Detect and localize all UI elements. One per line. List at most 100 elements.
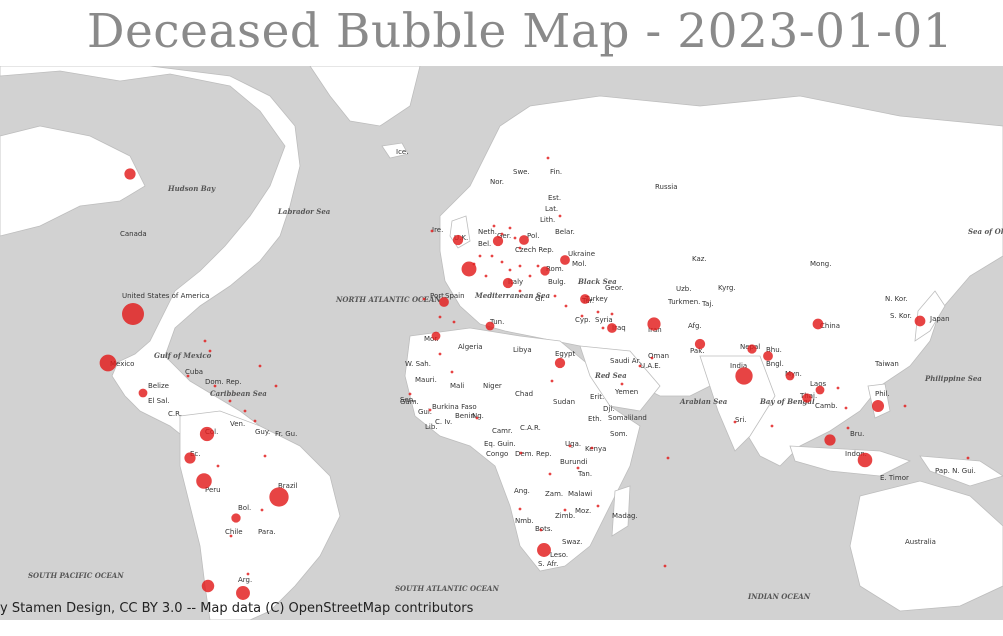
bubble-small[interactable] — [733, 420, 737, 424]
bubble-small[interactable] — [550, 379, 554, 383]
bubble-small[interactable] — [490, 254, 494, 258]
bubble-small[interactable] — [478, 254, 482, 258]
bubble-small[interactable] — [548, 472, 552, 476]
bubble-small[interactable] — [966, 456, 970, 460]
bubble-small[interactable] — [500, 232, 504, 236]
bubble-germany[interactable] — [492, 235, 504, 247]
bubble-small[interactable] — [203, 339, 207, 343]
bubble-chile[interactable] — [201, 579, 215, 593]
bubble-small[interactable] — [408, 392, 412, 396]
bubble-brazil[interactable] — [269, 487, 289, 507]
bubble-small[interactable] — [186, 374, 190, 378]
bubble-small[interactable] — [452, 320, 456, 324]
bubble-thailand[interactable] — [802, 393, 812, 403]
bubble-small[interactable] — [274, 384, 278, 388]
bubble-small[interactable] — [596, 504, 600, 508]
bubble-small[interactable] — [246, 572, 250, 576]
bubble-bangladesh[interactable] — [763, 351, 773, 361]
bubble-indonesia[interactable] — [857, 452, 873, 468]
bubble-small[interactable] — [836, 386, 840, 390]
bubble-small[interactable] — [422, 297, 426, 301]
bubble-small[interactable] — [484, 274, 488, 278]
bubble-morocco[interactable] — [431, 331, 441, 341]
bubble-small[interactable] — [263, 454, 267, 458]
bubble-small[interactable] — [492, 224, 496, 228]
bubble-iraq[interactable] — [607, 323, 617, 333]
bubble-small[interactable] — [213, 384, 217, 388]
bubble-colombia[interactable] — [199, 426, 215, 442]
bubble-malaysia[interactable] — [824, 434, 836, 446]
bubble-small[interactable] — [253, 419, 257, 423]
bubble-small[interactable] — [518, 264, 522, 268]
bubble-tunisia[interactable] — [485, 321, 495, 331]
bubble-small[interactable] — [528, 274, 532, 278]
bubble-guatemala[interactable] — [138, 388, 148, 398]
bubble-small[interactable] — [844, 406, 848, 410]
bubble-small[interactable] — [568, 444, 572, 448]
bubble-poland[interactable] — [519, 235, 529, 245]
bubble-bolivia[interactable] — [231, 513, 241, 523]
bubble-small[interactable] — [260, 508, 264, 512]
bubble-small[interactable] — [508, 268, 512, 272]
bubble-argentina[interactable] — [236, 586, 250, 600]
bubble-small[interactable] — [610, 312, 614, 316]
bubble-small[interactable] — [563, 508, 567, 512]
bubble-small[interactable] — [438, 352, 442, 356]
bubble-small[interactable] — [601, 326, 605, 330]
bubble-small[interactable] — [472, 262, 476, 266]
world-map[interactable]: Hudson Bay Labrador Sea NORTH ATLANTIC OCE… — [0, 66, 1003, 620]
bubble-small[interactable] — [208, 349, 212, 353]
bubble-small[interactable] — [620, 382, 624, 386]
bubble-small[interactable] — [558, 214, 562, 218]
bubble-small[interactable] — [513, 236, 517, 240]
bubble-china[interactable] — [812, 318, 824, 330]
bubble-mexico[interactable] — [99, 354, 117, 372]
bubble-myanmar[interactable] — [785, 371, 795, 381]
bubble-small[interactable] — [590, 446, 594, 450]
bubble-small[interactable] — [216, 464, 220, 468]
bubble-small[interactable] — [596, 310, 600, 314]
bubble-turkey[interactable] — [580, 294, 590, 304]
bubble-small[interactable] — [229, 534, 233, 538]
bubble-united-states-of-america[interactable] — [122, 303, 144, 325]
bubble-small[interactable] — [475, 416, 479, 420]
bubble-small[interactable] — [508, 226, 512, 230]
bubble-small[interactable] — [500, 260, 504, 264]
bubble-small[interactable] — [546, 156, 550, 160]
bubble-ukraine[interactable] — [560, 255, 570, 265]
bubble-small[interactable] — [650, 356, 654, 360]
bubble-ecuador[interactable] — [184, 452, 196, 464]
bubble-romania[interactable] — [540, 266, 550, 276]
bubble-small[interactable] — [258, 364, 262, 368]
bubble-small[interactable] — [243, 409, 247, 413]
bubble-small[interactable] — [553, 294, 557, 298]
bubble-small[interactable] — [638, 364, 642, 368]
bubble-peru[interactable] — [196, 473, 212, 489]
bubble-small[interactable] — [536, 264, 540, 268]
bubble-small[interactable] — [666, 456, 670, 460]
bubble-japan[interactable] — [914, 315, 926, 327]
bubble-small[interactable] — [518, 289, 522, 293]
bubble-small[interactable] — [576, 466, 580, 470]
bubble-small[interactable] — [770, 424, 774, 428]
bubble-small[interactable] — [518, 507, 522, 511]
bubble-small[interactable] — [564, 304, 568, 308]
bubble-egypt[interactable] — [554, 357, 566, 369]
bubble-small[interactable] — [430, 229, 434, 233]
bubble-iran[interactable] — [647, 317, 661, 331]
bubble-small[interactable] — [519, 451, 523, 455]
bubble-india[interactable] — [735, 367, 753, 385]
bubble-small[interactable] — [539, 528, 543, 532]
bubble-small[interactable] — [518, 246, 522, 250]
bubble-vietnam[interactable] — [815, 385, 825, 395]
bubble-italy[interactable] — [502, 277, 514, 289]
bubble-small[interactable] — [663, 564, 667, 568]
bubble-small[interactable] — [580, 314, 584, 318]
bubble-small[interactable] — [450, 370, 454, 374]
bubble-small[interactable] — [846, 426, 850, 430]
bubble-south-africa[interactable] — [537, 543, 551, 557]
bubble-small[interactable] — [228, 399, 232, 403]
bubble-france[interactable] — [461, 261, 477, 277]
bubble-pakistan[interactable] — [694, 338, 706, 350]
bubble-small[interactable] — [438, 315, 442, 319]
